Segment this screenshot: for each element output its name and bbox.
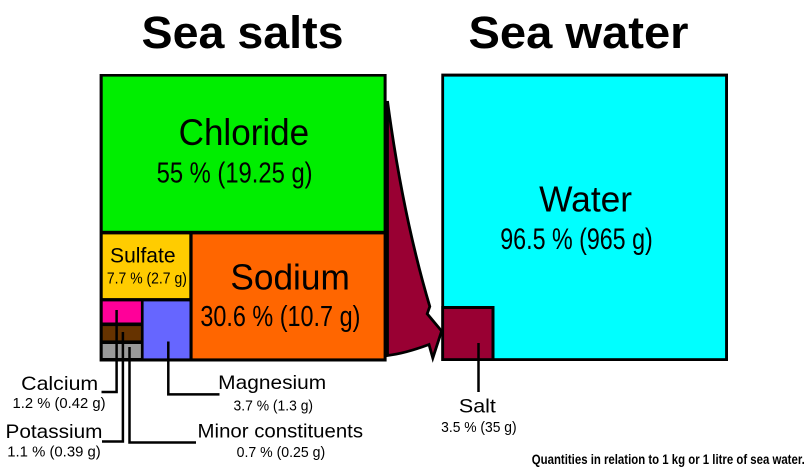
svg-text:Sea salts: Sea salts — [142, 7, 344, 58]
svg-text:0.7 % (0.25 g): 0.7 % (0.25 g) — [237, 445, 326, 461]
svg-text:1.2 % (0.42 g): 1.2 % (0.42 g) — [13, 396, 106, 412]
svg-text:Quantities in relation to 1 kg: Quantities in relation to 1 kg or 1 litr… — [532, 452, 805, 467]
svg-text:Sulfate: Sulfate — [110, 244, 176, 267]
svg-text:7.7 % (2.7 g): 7.7 % (2.7 g) — [107, 271, 187, 288]
svg-text:1.1 % (0.39 g): 1.1 % (0.39 g) — [7, 445, 101, 461]
svg-text:Sea water: Sea water — [469, 7, 689, 58]
svg-text:Water: Water — [539, 178, 632, 219]
svg-text:3.5 % (35 g): 3.5 % (35 g) — [441, 420, 517, 436]
svg-text:Salt: Salt — [459, 395, 497, 417]
svg-text:55 % (19.25 g): 55 % (19.25 g) — [157, 158, 313, 190]
svg-text:96.5 % (965 g): 96.5 % (965 g) — [500, 223, 653, 256]
svg-text:Calcium: Calcium — [21, 373, 98, 395]
svg-text:Potassium: Potassium — [6, 421, 103, 443]
svg-text:Sodium: Sodium — [230, 257, 350, 298]
svg-text:3.7 % (1.3 g): 3.7 % (1.3 g) — [234, 398, 314, 414]
svg-text:30.6 % (10.7 g): 30.6 % (10.7 g) — [200, 301, 360, 333]
svg-text:Minor constituents: Minor constituents — [198, 420, 364, 442]
svg-text:Magnesium: Magnesium — [218, 372, 326, 394]
svg-text:Chloride: Chloride — [179, 112, 310, 153]
